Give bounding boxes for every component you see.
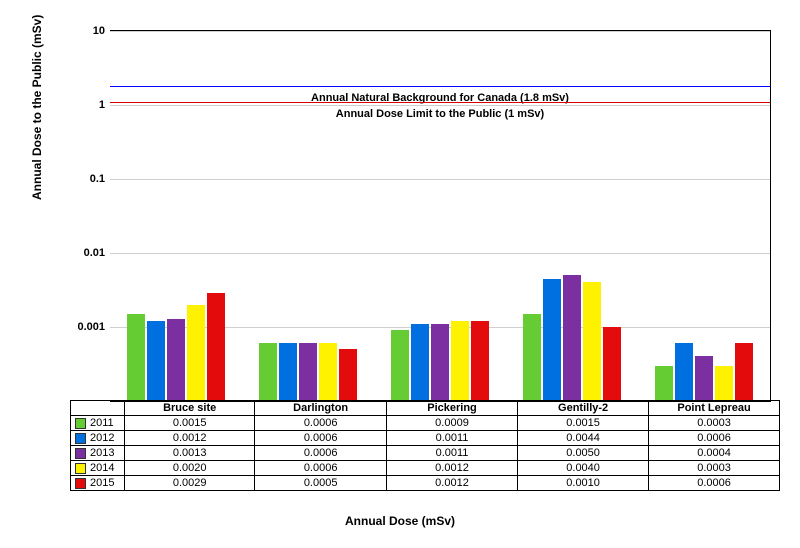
reference-line-label: Annual Dose Limit to the Public (1 mSv) <box>336 108 544 120</box>
data-cell: 0.0040 <box>518 461 649 476</box>
data-cell: 0.0011 <box>386 446 517 461</box>
data-cell: 0.0012 <box>386 476 517 491</box>
data-cell: 0.0012 <box>124 431 254 446</box>
legend-cell: 2014 <box>71 461 125 476</box>
legend-year: 2012 <box>90 432 114 444</box>
data-cell: 0.0006 <box>255 431 387 446</box>
bar-group <box>655 343 753 401</box>
reference-line <box>110 102 770 103</box>
data-table: Bruce siteDarlingtonPickeringGentilly-2P… <box>70 400 780 491</box>
bar-group <box>391 321 489 401</box>
data-cell: 0.0006 <box>255 416 387 431</box>
x-axis-label: Annual Dose (mSv) <box>345 514 455 528</box>
bar <box>319 343 337 401</box>
data-cell: 0.0029 <box>124 476 254 491</box>
y-tick-label: 1 <box>99 99 105 111</box>
legend-cell: 2015 <box>71 476 125 491</box>
data-cell: 0.0009 <box>386 416 517 431</box>
data-cell: 0.0010 <box>518 476 649 491</box>
data-cell: 0.0011 <box>386 431 517 446</box>
y-tick-label: 10 <box>93 25 105 37</box>
reference-line <box>110 86 770 87</box>
bar <box>207 293 225 401</box>
legend-swatch <box>75 433 86 444</box>
bar <box>603 327 621 401</box>
data-cell: 0.0006 <box>255 461 387 476</box>
y-tick-label: 0.1 <box>90 173 105 185</box>
grid-line <box>110 105 770 106</box>
y-axis-label: Annual Dose to the Public (mSv) <box>30 15 44 200</box>
bar <box>523 314 541 401</box>
site-header: Darlington <box>255 401 387 416</box>
bar <box>279 343 297 401</box>
bar <box>259 343 277 401</box>
bar <box>187 305 205 401</box>
bar <box>339 349 357 401</box>
data-cell: 0.0012 <box>386 461 517 476</box>
bar-group <box>523 275 621 401</box>
bar <box>411 324 429 401</box>
data-cell: 0.0005 <box>255 476 387 491</box>
bar <box>299 343 317 401</box>
data-cell: 0.0006 <box>649 476 780 491</box>
legend-cell: 2012 <box>71 431 125 446</box>
data-cell: 0.0004 <box>649 446 780 461</box>
legend-year: 2015 <box>90 477 114 489</box>
bar <box>543 279 561 401</box>
data-cell: 0.0003 <box>649 416 780 431</box>
data-cell: 0.0050 <box>518 446 649 461</box>
data-cell: 0.0003 <box>649 461 780 476</box>
bar <box>715 366 733 401</box>
data-cell: 0.0013 <box>124 446 254 461</box>
data-cell: 0.0020 <box>124 461 254 476</box>
plot-area: 0.0010.010.1110Annual Natural Background… <box>110 30 771 402</box>
site-header: Pickering <box>386 401 517 416</box>
data-cell: 0.0006 <box>255 446 387 461</box>
y-tick-label: 0.001 <box>77 321 105 333</box>
grid-line <box>110 179 770 180</box>
site-header: Point Lepreau <box>649 401 780 416</box>
legend-swatch <box>75 448 86 459</box>
site-header: Gentilly-2 <box>518 401 649 416</box>
bar <box>471 321 489 401</box>
legend-year: 2013 <box>90 447 114 459</box>
bar-group <box>259 343 357 401</box>
table-corner-cell <box>71 401 125 416</box>
legend-cell: 2013 <box>71 446 125 461</box>
data-cell: 0.0015 <box>518 416 649 431</box>
legend-cell: 2011 <box>71 416 125 431</box>
bar <box>675 343 693 401</box>
bar <box>563 275 581 401</box>
legend-swatch <box>75 463 86 474</box>
legend-year: 2011 <box>90 417 114 429</box>
bar <box>735 343 753 401</box>
bar <box>167 319 185 401</box>
legend-swatch <box>75 478 86 489</box>
data-cell: 0.0015 <box>124 416 254 431</box>
grid-line <box>110 253 770 254</box>
bar <box>391 330 409 401</box>
bar <box>695 356 713 401</box>
legend-swatch <box>75 418 86 429</box>
bar-group <box>127 293 225 401</box>
bar <box>147 321 165 401</box>
bar <box>655 366 673 401</box>
site-header: Bruce site <box>124 401 254 416</box>
bar <box>431 324 449 401</box>
bar <box>451 321 469 401</box>
y-tick-label: 0.01 <box>84 247 105 259</box>
chart-container: Annual Dose to the Public (mSv) Annual D… <box>20 20 780 528</box>
legend-year: 2014 <box>90 462 114 474</box>
bar <box>583 282 601 401</box>
data-cell: 0.0006 <box>649 431 780 446</box>
data-cell: 0.0044 <box>518 431 649 446</box>
grid-line <box>110 31 770 32</box>
bar <box>127 314 145 401</box>
